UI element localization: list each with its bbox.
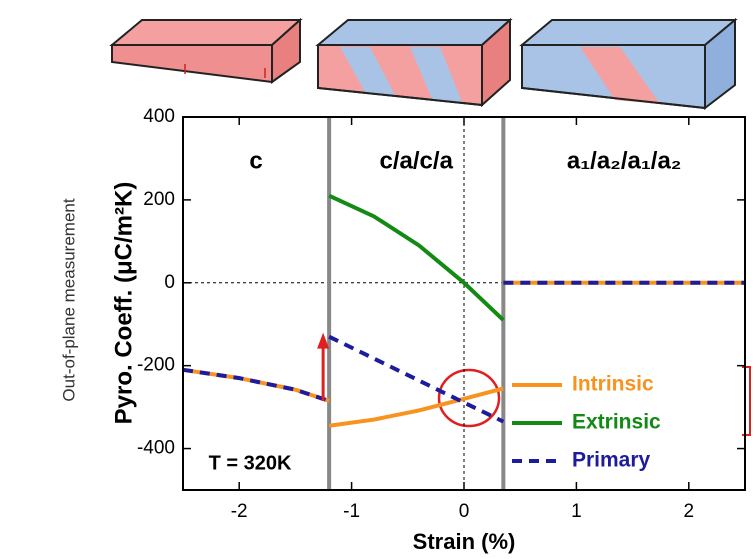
y-tick-label: -200 bbox=[137, 355, 175, 376]
x-tick-label: 2 bbox=[684, 501, 695, 522]
legend-label: Intrinsic bbox=[572, 373, 654, 396]
legend-label: Extrinsic bbox=[572, 411, 661, 434]
region-label: c/a/c/a bbox=[380, 147, 454, 174]
x-tick-label: -1 bbox=[343, 501, 360, 522]
y-tick-label: -400 bbox=[137, 438, 175, 459]
x-tick-label: 1 bbox=[571, 501, 582, 522]
plot-frame bbox=[182, 116, 746, 491]
temperature-annotation: T = 320K bbox=[209, 452, 292, 474]
highlight-circle bbox=[437, 368, 501, 428]
series-line bbox=[182, 280, 745, 424]
x-tick-label: 0 bbox=[459, 501, 470, 522]
x-axis-label: Strain (%) bbox=[413, 529, 516, 554]
y-tick-label: 200 bbox=[143, 189, 175, 210]
schematic-c bbox=[109, 17, 303, 84]
side-label: Out-of-plane measurement bbox=[59, 198, 78, 401]
region-label: c bbox=[249, 147, 262, 174]
y-tick-label: 400 bbox=[143, 106, 175, 127]
x-tick-label: -2 bbox=[231, 501, 248, 522]
series-line bbox=[328, 193, 505, 322]
jump-arrowhead bbox=[317, 332, 330, 349]
schematic-cac bbox=[315, 17, 513, 108]
y-axis-label: Pyro. Coeff. (μC/m²K) bbox=[110, 182, 137, 425]
y-tick-label: 0 bbox=[164, 272, 175, 293]
region-label: a₁/a₂/a₁/a₂ bbox=[567, 147, 682, 174]
schematic-a1a2 bbox=[519, 17, 738, 111]
legend-label: Primary bbox=[572, 449, 651, 472]
